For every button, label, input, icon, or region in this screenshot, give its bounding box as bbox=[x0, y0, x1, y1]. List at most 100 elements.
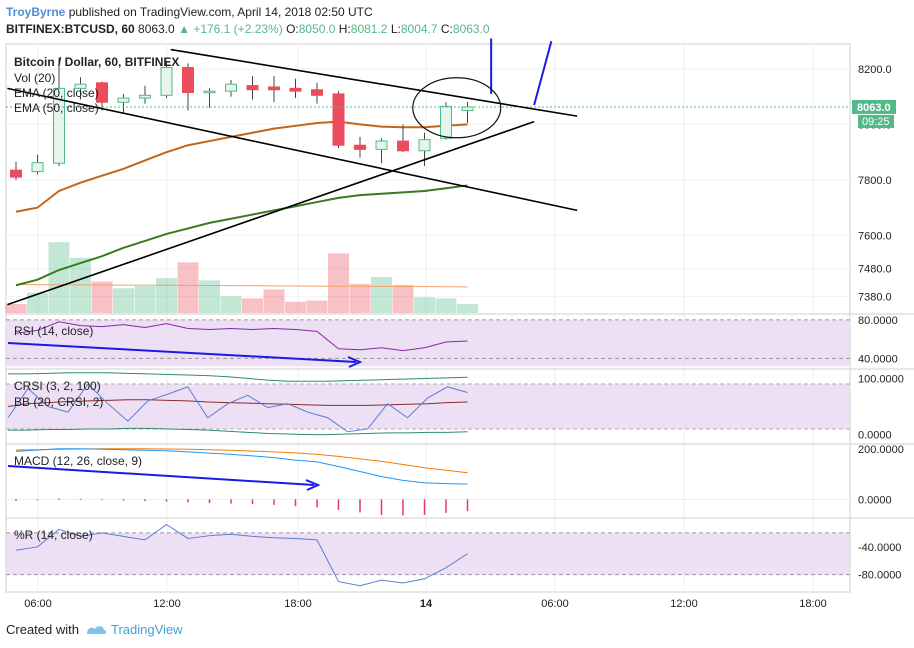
crsi-line bbox=[7, 383, 468, 433]
volume-bar bbox=[27, 292, 48, 313]
wr-band bbox=[6, 532, 850, 575]
time-tick-label: 14 bbox=[420, 598, 433, 610]
candle-body bbox=[461, 106, 474, 112]
candle-body bbox=[375, 140, 388, 150]
price-change: +176.1 (+2.23%) bbox=[193, 22, 283, 36]
open-label: O: bbox=[286, 22, 299, 36]
time-tick-label: 12:00 bbox=[670, 598, 698, 610]
bb-lower-line bbox=[8, 427, 468, 436]
symbol-label: BITFINEX:BTCUSD, 60 bbox=[6, 22, 135, 36]
candle-body bbox=[10, 169, 22, 178]
tradingview-logo-icon[interactable] bbox=[85, 622, 107, 639]
bb-legend: BB (20, CRSI, 2) bbox=[14, 395, 103, 409]
volume-bar bbox=[5, 304, 27, 313]
volume-bar bbox=[414, 297, 435, 313]
low-value: 8004.7 bbox=[400, 22, 438, 36]
highlight-ellipse bbox=[412, 77, 502, 139]
crsi-title: CRSI (3, 2, 100) bbox=[14, 379, 101, 393]
volume-bar bbox=[435, 298, 457, 313]
candle-body bbox=[332, 93, 345, 146]
ema50-line bbox=[15, 184, 468, 287]
author-link[interactable]: TroyByrne bbox=[6, 5, 66, 19]
created-with-text: Created with bbox=[6, 622, 79, 637]
projection-line-2 bbox=[533, 40, 553, 106]
legend-entry: Vol (20) bbox=[14, 71, 55, 85]
time-tick-label: 18:00 bbox=[284, 598, 312, 610]
publish-info: TroyByrne published on TradingView.com, … bbox=[6, 5, 373, 19]
high-value: 8081.2 bbox=[350, 22, 388, 36]
crsi-tick-label: 0.0000 bbox=[858, 430, 892, 442]
candle-body bbox=[440, 105, 452, 139]
candle-body bbox=[418, 139, 431, 152]
crsi-band bbox=[6, 384, 850, 429]
volume-bar bbox=[306, 300, 328, 313]
volume-bar bbox=[242, 298, 263, 313]
bb-mid-line bbox=[7, 399, 468, 407]
price-tick-label: 7800.0 bbox=[858, 175, 892, 187]
rsi-divergence-arrow bbox=[7, 342, 357, 363]
last-price: 8063.0 bbox=[138, 22, 175, 36]
wr-tick-label: -40.0000 bbox=[858, 542, 901, 554]
candle-body bbox=[354, 144, 366, 150]
volume-bar bbox=[113, 288, 134, 313]
macd-tick-label: 0.0000 bbox=[858, 494, 892, 506]
close-value: 8063.0 bbox=[452, 22, 490, 36]
candle-body bbox=[397, 140, 409, 152]
volume-bar bbox=[263, 289, 285, 313]
volume-bar bbox=[220, 296, 242, 313]
chart-title: Bitcoin / Dollar, 60, BITFINEX bbox=[14, 55, 179, 69]
candle-body bbox=[289, 87, 302, 92]
volume-bar bbox=[177, 262, 199, 313]
candle-body bbox=[160, 67, 173, 96]
rsi-tick-label: 80.0000 bbox=[858, 315, 898, 327]
trendline-lower bbox=[7, 87, 578, 212]
up-arrow-icon: ▲ bbox=[178, 22, 190, 36]
legend-entry: EMA (20, close) bbox=[14, 86, 99, 100]
candle-body bbox=[117, 97, 130, 103]
time-tick-label: 06:00 bbox=[24, 598, 52, 610]
volume-bar bbox=[457, 304, 478, 313]
wr-line bbox=[15, 523, 468, 587]
candle-body bbox=[139, 94, 151, 99]
volume-bar bbox=[392, 284, 414, 313]
wr-tick-label: -80.0000 bbox=[858, 570, 901, 582]
volume-bar bbox=[285, 301, 306, 313]
candle-body bbox=[246, 85, 259, 91]
rsi-tick-label: 40.0000 bbox=[858, 353, 898, 365]
macd-arrowhead-icon bbox=[305, 479, 321, 491]
legend-entry: EMA (50, close) bbox=[14, 101, 99, 115]
last-price-tag-label: 8063.0 bbox=[857, 102, 891, 114]
candle-body bbox=[74, 83, 87, 89]
macd-divergence-arrow bbox=[7, 465, 315, 486]
volume-bar bbox=[48, 242, 70, 313]
time-tick-label: 18:00 bbox=[799, 598, 827, 610]
ohlc-header: BITFINEX:BTCUSD, 60 8063.0 ▲ +176.1 (+2.… bbox=[6, 22, 490, 36]
ema20-line bbox=[15, 120, 468, 213]
price-tick-label: 7480.0 bbox=[858, 264, 892, 276]
volume-bar bbox=[91, 281, 113, 313]
volume-bar bbox=[349, 283, 371, 313]
candle-body bbox=[311, 89, 323, 96]
time-tick-label: 06:00 bbox=[541, 598, 569, 610]
high-label: H: bbox=[338, 22, 351, 36]
volume-bar bbox=[199, 280, 220, 313]
countdown-tag bbox=[858, 114, 894, 128]
wr-title: %R (14, close) bbox=[14, 528, 93, 542]
volume-bar bbox=[371, 277, 392, 313]
candle-body bbox=[203, 90, 216, 94]
macd-title: MACD (12, 26, close, 9) bbox=[14, 454, 142, 468]
candle-body bbox=[182, 67, 194, 94]
countdown-label: 09:25 bbox=[862, 116, 890, 128]
published-text: published on TradingView.com, April 14, … bbox=[68, 5, 373, 19]
candle-body bbox=[96, 82, 108, 103]
trendline-upper bbox=[170, 48, 578, 117]
price-tick-label: 7380.0 bbox=[858, 291, 892, 303]
time-tick-label: 12:00 bbox=[153, 598, 181, 610]
open-value: 8050.0 bbox=[298, 22, 336, 36]
candle-body bbox=[225, 83, 237, 92]
volume-bar bbox=[328, 253, 349, 313]
rsi-title: RSI (14, close) bbox=[14, 324, 93, 338]
bb-upper-line bbox=[8, 372, 468, 382]
tradingview-link[interactable]: TradingView bbox=[110, 622, 183, 637]
